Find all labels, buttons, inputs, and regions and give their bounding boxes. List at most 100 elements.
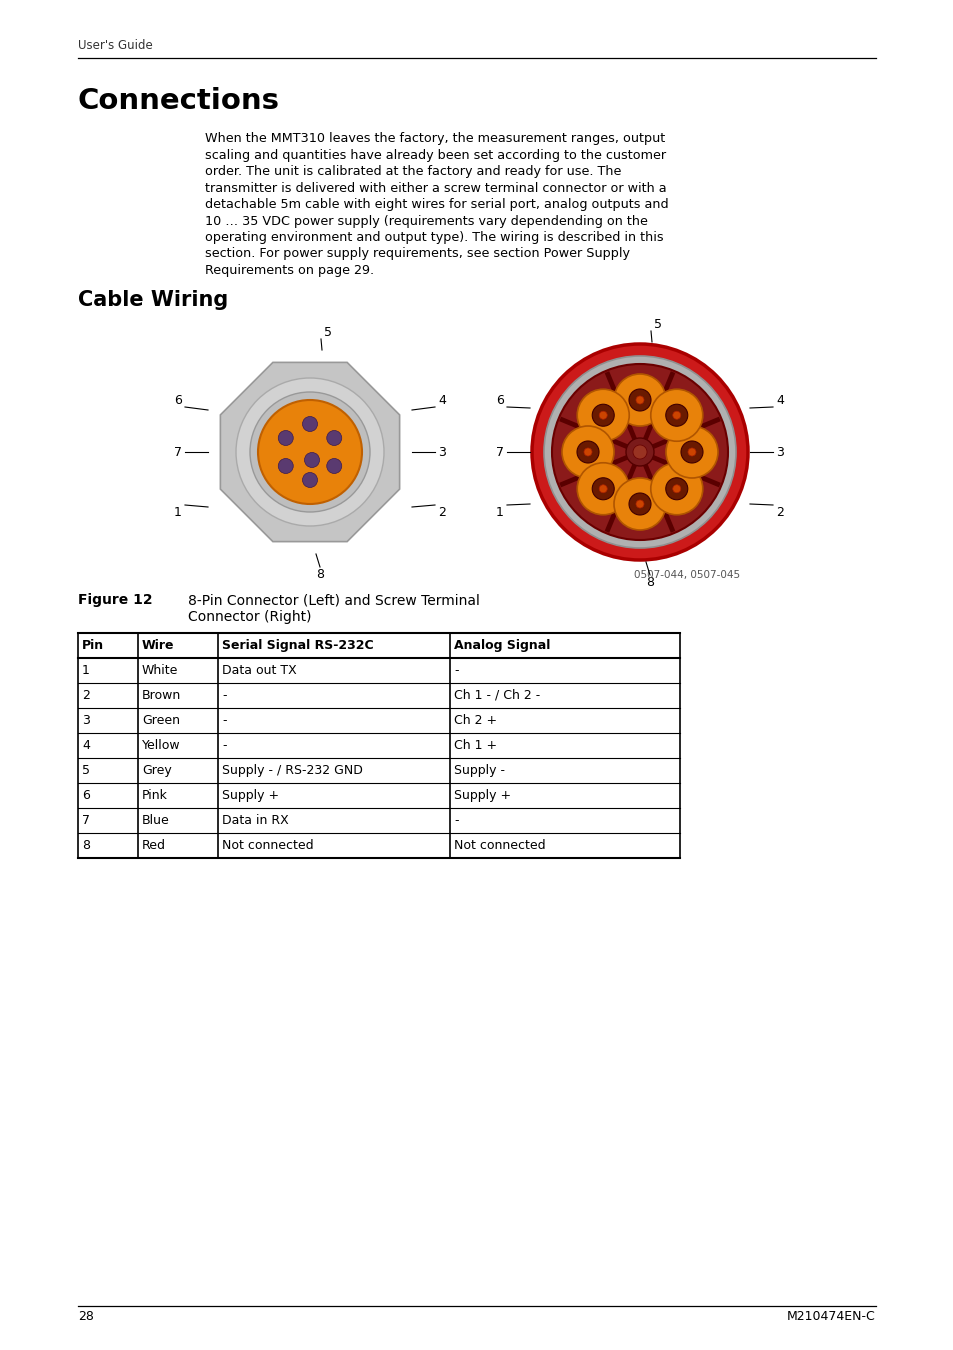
Text: 5: 5 xyxy=(82,764,90,778)
Circle shape xyxy=(633,446,646,459)
Text: operating environment and output type). The wiring is described in this: operating environment and output type). … xyxy=(205,231,663,244)
Text: Red: Red xyxy=(142,838,166,852)
Circle shape xyxy=(628,493,650,514)
Text: 6: 6 xyxy=(82,788,90,802)
Circle shape xyxy=(598,412,607,420)
Text: Supply +: Supply + xyxy=(222,788,279,802)
Circle shape xyxy=(278,459,293,474)
Text: 7: 7 xyxy=(82,814,90,828)
Circle shape xyxy=(577,463,629,514)
Text: Yellow: Yellow xyxy=(142,738,180,752)
Circle shape xyxy=(636,396,643,404)
Text: 7: 7 xyxy=(496,446,503,459)
Text: Connector (Right): Connector (Right) xyxy=(188,610,312,624)
Text: Green: Green xyxy=(142,714,180,728)
Circle shape xyxy=(583,448,592,456)
Text: Wire: Wire xyxy=(142,639,174,652)
Text: 5: 5 xyxy=(654,317,661,331)
Text: section. For power supply requirements, see section Power Supply: section. For power supply requirements, … xyxy=(205,247,629,261)
Circle shape xyxy=(552,364,727,540)
Text: 8: 8 xyxy=(82,838,90,852)
Text: scaling and quantities have already been set according to the customer: scaling and quantities have already been… xyxy=(205,148,665,162)
Text: Not connected: Not connected xyxy=(222,838,314,852)
Text: 10 … 35 VDC power supply (requirements vary dependending on the: 10 … 35 VDC power supply (requirements v… xyxy=(205,215,647,228)
Text: 2: 2 xyxy=(82,688,90,702)
Text: 4: 4 xyxy=(82,738,90,752)
Text: 3: 3 xyxy=(775,446,783,459)
Circle shape xyxy=(650,389,702,441)
Circle shape xyxy=(278,431,293,446)
Text: M210474EN-C: M210474EN-C xyxy=(786,1310,875,1323)
Circle shape xyxy=(561,427,614,478)
Circle shape xyxy=(650,463,702,514)
Text: 1: 1 xyxy=(173,505,182,518)
Text: Blue: Blue xyxy=(142,814,170,828)
Text: 6: 6 xyxy=(173,393,182,406)
Circle shape xyxy=(672,485,680,493)
Text: -: - xyxy=(222,738,226,752)
Text: -: - xyxy=(454,664,458,676)
Text: -: - xyxy=(222,688,226,702)
Circle shape xyxy=(592,404,614,427)
Circle shape xyxy=(625,437,654,466)
Circle shape xyxy=(577,389,629,441)
Text: transmitter is delivered with either a screw terminal connector or with a: transmitter is delivered with either a s… xyxy=(205,181,666,194)
Text: 1: 1 xyxy=(82,664,90,676)
Text: 1: 1 xyxy=(496,505,503,518)
Text: 5: 5 xyxy=(324,325,332,339)
Text: 7: 7 xyxy=(173,446,182,459)
Text: Figure 12: Figure 12 xyxy=(78,593,152,608)
Text: -: - xyxy=(454,814,458,828)
Circle shape xyxy=(543,356,735,548)
Circle shape xyxy=(257,400,361,504)
Circle shape xyxy=(250,392,370,512)
Circle shape xyxy=(636,500,643,508)
Text: Supply - / RS-232 GND: Supply - / RS-232 GND xyxy=(222,764,362,778)
Text: Connections: Connections xyxy=(78,86,280,115)
Text: 3: 3 xyxy=(437,446,445,459)
Circle shape xyxy=(327,459,341,474)
Text: 2: 2 xyxy=(437,505,445,518)
Text: Pink: Pink xyxy=(142,788,168,802)
Text: 8: 8 xyxy=(315,567,324,580)
Circle shape xyxy=(577,441,598,463)
Text: User's Guide: User's Guide xyxy=(78,39,152,53)
Text: Serial Signal RS-232C: Serial Signal RS-232C xyxy=(222,639,374,652)
Text: order. The unit is calibrated at the factory and ready for use. The: order. The unit is calibrated at the fac… xyxy=(205,165,620,178)
Text: Pin: Pin xyxy=(82,639,104,652)
Text: 6: 6 xyxy=(496,393,503,406)
Text: When the MMT310 leaves the factory, the measurement ranges, output: When the MMT310 leaves the factory, the … xyxy=(205,132,664,144)
Circle shape xyxy=(665,427,718,478)
Text: Not connected: Not connected xyxy=(454,838,545,852)
Circle shape xyxy=(302,472,317,487)
Text: Grey: Grey xyxy=(142,764,172,778)
Text: detachable 5m cable with eight wires for serial port, analog outputs and: detachable 5m cable with eight wires for… xyxy=(205,198,668,211)
Text: 4: 4 xyxy=(775,393,783,406)
Text: White: White xyxy=(142,664,178,676)
Circle shape xyxy=(598,485,607,493)
Text: 3: 3 xyxy=(82,714,90,728)
Text: Data in RX: Data in RX xyxy=(222,814,289,828)
Text: Ch 1 +: Ch 1 + xyxy=(454,738,497,752)
Text: Brown: Brown xyxy=(142,688,181,702)
Circle shape xyxy=(614,374,665,427)
Circle shape xyxy=(327,431,341,446)
Circle shape xyxy=(680,441,702,463)
Circle shape xyxy=(614,478,665,531)
Text: Requirements on page 29.: Requirements on page 29. xyxy=(205,265,374,277)
Circle shape xyxy=(628,389,650,410)
Text: 8: 8 xyxy=(645,575,654,589)
Circle shape xyxy=(672,412,680,420)
Text: 2: 2 xyxy=(775,505,783,518)
Circle shape xyxy=(687,448,696,456)
Circle shape xyxy=(532,344,747,560)
Text: 28: 28 xyxy=(78,1310,93,1323)
Circle shape xyxy=(304,452,319,467)
Circle shape xyxy=(665,404,687,427)
Text: Analog Signal: Analog Signal xyxy=(454,639,550,652)
Circle shape xyxy=(302,417,317,432)
Text: Ch 1 - / Ch 2 -: Ch 1 - / Ch 2 - xyxy=(454,688,539,702)
Circle shape xyxy=(665,478,687,500)
Text: Cable Wiring: Cable Wiring xyxy=(78,290,228,310)
Text: 4: 4 xyxy=(437,393,445,406)
